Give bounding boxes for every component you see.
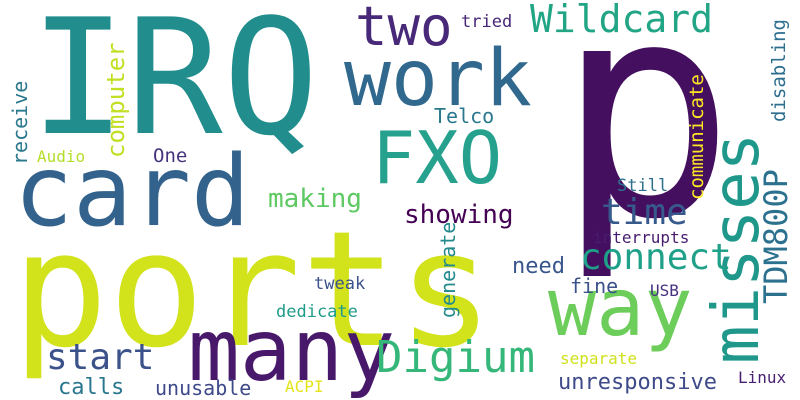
word-many: many xyxy=(188,301,396,400)
word-communicate: communicate xyxy=(686,74,708,200)
word-need: need xyxy=(512,254,565,279)
word-telco: Telco xyxy=(434,104,495,128)
word-irq: IRQ xyxy=(30,0,319,171)
word-start: start xyxy=(46,337,155,378)
word-tried: tried xyxy=(461,12,513,32)
word-one: One xyxy=(153,145,188,167)
word-tdm800p: TDM800P xyxy=(757,169,795,304)
word-fine: fine xyxy=(570,274,619,298)
word-making: making xyxy=(268,184,362,214)
word-receive: receive xyxy=(8,80,32,165)
word-tweak: tweak xyxy=(314,274,366,294)
word-disabling: disabling xyxy=(768,19,790,122)
word-fxo: FXO xyxy=(372,116,503,200)
word-dedicate: dedicate xyxy=(276,302,358,322)
word-digium: Digium xyxy=(376,332,535,383)
word-audio: Audio xyxy=(37,147,86,166)
word-wildcard: Wildcard xyxy=(530,0,714,41)
word-usb: USB xyxy=(650,281,679,300)
word-separate: separate xyxy=(560,349,638,368)
word-unusable: unusable xyxy=(155,376,252,400)
word-time: time xyxy=(601,192,688,233)
word-work: work xyxy=(344,34,532,124)
word-computer: computer xyxy=(102,42,130,158)
word-generate: generate xyxy=(436,221,460,318)
word-calls: calls xyxy=(58,375,125,400)
word-ports: ports xyxy=(12,196,494,383)
word-connect: connect xyxy=(580,237,732,278)
word-showing: showing xyxy=(404,200,514,230)
word-still: Still xyxy=(617,176,669,196)
word-two: two xyxy=(355,0,453,58)
word-linux: Linux xyxy=(738,368,787,387)
word-unresponsive: unresponsive xyxy=(558,370,717,395)
word-p: p xyxy=(556,0,736,285)
word-acpi: ACPI xyxy=(285,377,324,396)
word-way: way xyxy=(548,261,693,354)
word-interrupts: interrupts xyxy=(593,228,690,247)
word-card: card xyxy=(14,135,251,249)
